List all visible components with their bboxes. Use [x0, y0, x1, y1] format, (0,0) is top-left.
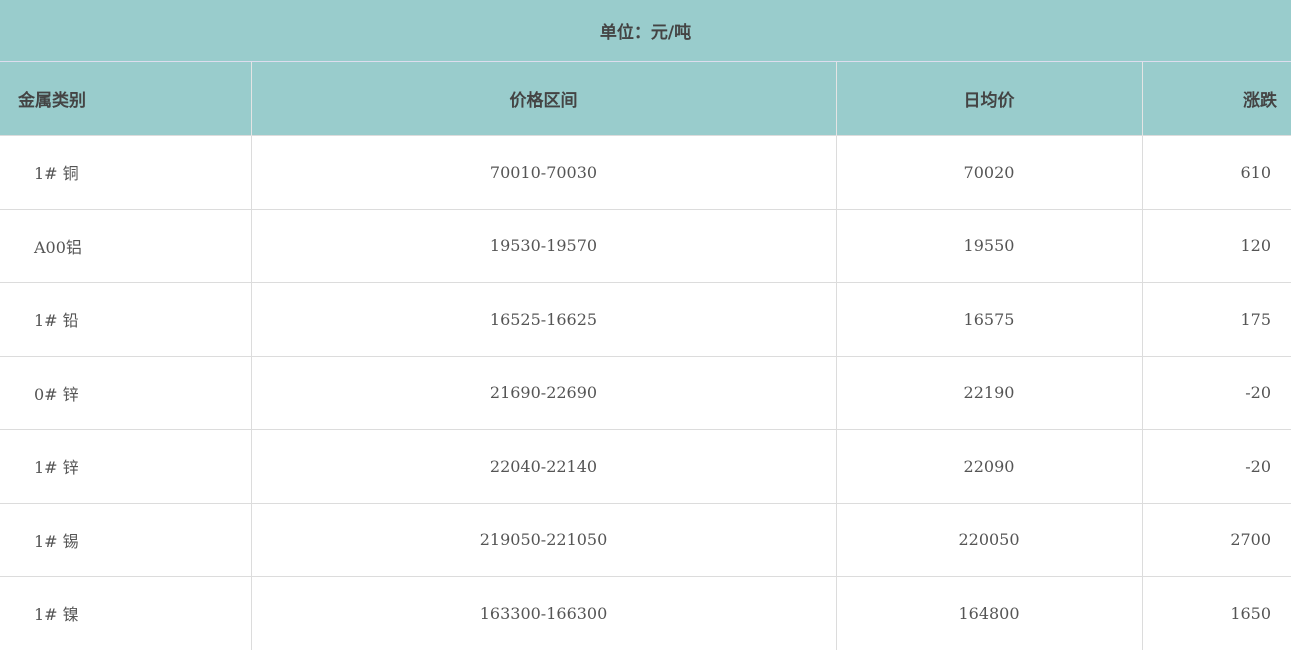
col-header-metal: 金属类别: [0, 61, 251, 136]
metal-cell: 1# 镍: [0, 576, 251, 650]
price-range-cell: 219050-221050: [250, 502, 836, 577]
table-row: A00铝 19530-19570 19550 120: [0, 208, 1291, 283]
metal-cell: A00铝: [0, 208, 251, 283]
average-price-cell: 22190: [835, 355, 1142, 430]
price-range-cell: 21690-22690: [250, 355, 836, 430]
price-range-cell: 163300-166300: [250, 576, 836, 650]
price-range-cell: 22040-22140: [250, 429, 836, 503]
metal-cell: 1# 锌: [0, 429, 251, 503]
table-row: 1# 铅 16525-16625 16575 175: [0, 282, 1291, 356]
average-price-cell: 164800: [835, 576, 1142, 650]
average-price-cell: 16575: [835, 282, 1142, 356]
change-cell: -20: [1141, 429, 1291, 503]
unit-label: 单位：元/吨: [0, 0, 1291, 62]
metal-cell: 1# 铅: [0, 282, 251, 356]
change-cell: 1650: [1141, 576, 1291, 650]
table-row: 1# 铜 70010-70030 70020 610: [0, 135, 1291, 209]
metal-cell: 0# 锌: [0, 355, 251, 430]
change-cell: 2700: [1141, 502, 1291, 577]
metal-cell: 1# 锡: [0, 502, 251, 577]
col-header-change: 涨跌: [1141, 61, 1291, 136]
unit-row: 单位：元/吨: [0, 0, 1291, 62]
col-header-range: 价格区间: [250, 61, 836, 136]
average-price-cell: 19550: [835, 208, 1142, 283]
average-price-cell: 22090: [835, 429, 1142, 503]
average-price-cell: 220050: [835, 502, 1142, 577]
price-range-cell: 19530-19570: [250, 208, 836, 283]
metal-cell: 1# 铜: [0, 135, 251, 209]
table-row: 1# 锡 219050-221050 220050 2700: [0, 502, 1291, 577]
table-row: 1# 锌 22040-22140 22090 -20: [0, 429, 1291, 503]
col-header-avg: 日均价: [835, 61, 1142, 136]
change-cell: 175: [1141, 282, 1291, 356]
change-cell: 120: [1141, 208, 1291, 283]
average-price-cell: 70020: [835, 135, 1142, 209]
table-row: 1# 镍 163300-166300 164800 1650: [0, 576, 1291, 650]
change-cell: 610: [1141, 135, 1291, 209]
header-row: 金属类别 价格区间 日均价 涨跌: [0, 61, 1291, 136]
price-range-cell: 70010-70030: [250, 135, 836, 209]
table-row: 0# 锌 21690-22690 22190 -20: [0, 355, 1291, 430]
change-cell: -20: [1141, 355, 1291, 430]
price-range-cell: 16525-16625: [250, 282, 836, 356]
